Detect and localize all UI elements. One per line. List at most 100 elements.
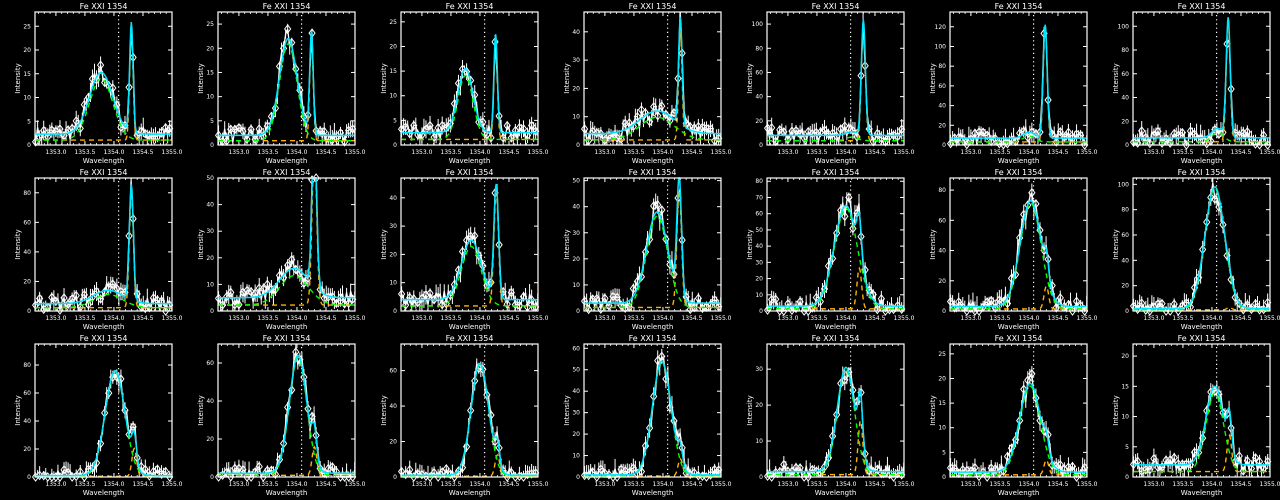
narrow-component-fit bbox=[401, 40, 538, 141]
x-tick-label: 1354.0 bbox=[652, 315, 673, 322]
data-point bbox=[56, 305, 64, 315]
x-tick-label: 1353.0 bbox=[960, 149, 981, 156]
data-point bbox=[597, 128, 605, 139]
y-tick-label: 10 bbox=[389, 280, 397, 287]
panel: Fe XXI 1354 Wavelength Intensity 1353.0 1353… bbox=[1112, 334, 1280, 497]
x-tick-label: 1355.0 bbox=[528, 149, 549, 156]
plot-frame bbox=[217, 343, 356, 478]
y-tick-label: 40 bbox=[572, 29, 580, 36]
x-tick-label: 1353.0 bbox=[411, 315, 432, 322]
y-tick-label: 80 bbox=[938, 63, 946, 70]
y-tick-label: 40 bbox=[938, 248, 946, 255]
x-tick-label: 1355.0 bbox=[711, 481, 732, 488]
x-tick-label: 1355.0 bbox=[1077, 149, 1098, 156]
y-tick-label: 80 bbox=[755, 45, 763, 52]
data-point bbox=[292, 347, 300, 357]
data-point bbox=[654, 110, 662, 121]
plot-frame bbox=[766, 177, 905, 312]
y-tick-label: 100 bbox=[752, 21, 764, 28]
plot-frame bbox=[766, 11, 905, 146]
data-point bbox=[527, 294, 536, 305]
broad-component-fit bbox=[1133, 131, 1270, 143]
x-tick-label: 1353.5 bbox=[989, 481, 1010, 488]
y-tick-label: 40 bbox=[23, 418, 31, 425]
total-fit-line bbox=[218, 30, 355, 137]
total-fit-line bbox=[34, 184, 173, 305]
x-tick-label: 1354.0 bbox=[469, 149, 490, 156]
y-tick-label: 0 bbox=[1125, 308, 1129, 315]
x-tick-label: 1353.0 bbox=[228, 315, 249, 322]
x-tick-label: 1353.5 bbox=[440, 149, 461, 156]
data-point bbox=[1251, 452, 1260, 463]
x-tick-label: 1354.5 bbox=[1047, 315, 1068, 322]
data-point bbox=[772, 294, 780, 305]
y-tick-label: 50 bbox=[572, 367, 580, 374]
y-tick-label: 20 bbox=[206, 45, 214, 52]
x-tick-label: 1355.0 bbox=[162, 315, 183, 322]
panel-title: Fe XXI 1354 bbox=[263, 334, 311, 343]
data-point bbox=[849, 223, 857, 234]
data-point bbox=[235, 463, 243, 474]
data-point bbox=[72, 290, 80, 301]
broad-component-fit bbox=[218, 275, 356, 306]
x-tick-label: 1354.5 bbox=[681, 315, 702, 322]
data-point bbox=[1259, 130, 1268, 141]
data-point bbox=[410, 293, 418, 304]
x-tick-label: 1354.5 bbox=[681, 149, 702, 156]
x-tick-label: 1353.0 bbox=[777, 149, 798, 156]
y-tick-label: 50 bbox=[206, 175, 214, 182]
x-tick-label: 1354.0 bbox=[103, 315, 124, 322]
y-tick-label: 30 bbox=[572, 410, 580, 417]
total-fit-line bbox=[1133, 17, 1270, 139]
total-fit-line bbox=[584, 360, 721, 476]
y-axis-label: Intensity bbox=[563, 229, 571, 259]
plot-frame bbox=[400, 343, 539, 478]
y-tick-label: 5 bbox=[27, 118, 31, 125]
data-point bbox=[462, 441, 471, 452]
y-tick-label: 20 bbox=[1121, 353, 1129, 360]
plot-frame bbox=[34, 343, 173, 478]
x-tick-label: 1355.0 bbox=[345, 481, 366, 488]
x-tick-label: 1354.5 bbox=[498, 481, 519, 488]
plot-frame bbox=[949, 11, 1088, 146]
narrow-component-fit bbox=[584, 32, 721, 141]
x-tick-label: 1355.0 bbox=[528, 315, 549, 322]
x-tick-label: 1355.0 bbox=[162, 149, 183, 156]
x-tick-label: 1353.5 bbox=[806, 149, 827, 156]
panel-title: Fe XXI 1354 bbox=[263, 168, 311, 177]
y-axis-label: Intensity bbox=[746, 395, 754, 425]
x-tick-label: 1354.5 bbox=[864, 481, 885, 488]
data-point bbox=[845, 192, 853, 203]
y-tick-label: 60 bbox=[755, 69, 763, 76]
panel-title: Fe XXI 1354 bbox=[446, 2, 494, 11]
data-point bbox=[605, 469, 613, 480]
y-tick-label: 0 bbox=[210, 142, 214, 149]
x-tick-label: 1354.0 bbox=[103, 149, 124, 156]
panel-title: Fe XXI 1354 bbox=[1178, 334, 1226, 343]
data-point bbox=[288, 385, 296, 395]
data-point bbox=[629, 121, 637, 132]
y-tick-label: 0 bbox=[942, 308, 946, 315]
x-tick-label: 1353.5 bbox=[440, 481, 461, 488]
data-point bbox=[503, 299, 511, 309]
data-point bbox=[768, 122, 776, 133]
data-point bbox=[247, 124, 255, 135]
y-tick-label: 80 bbox=[23, 190, 31, 197]
panel: Fe XXI 1354 Wavelength Intensity 1353.0 1353… bbox=[1112, 2, 1280, 165]
x-tick-label: 1355.0 bbox=[894, 149, 915, 156]
panel-title: Fe XXI 1354 bbox=[629, 168, 677, 177]
y-tick-label: 60 bbox=[23, 390, 31, 397]
x-axis-label: Wavelength bbox=[998, 323, 1040, 331]
x-axis-label: Wavelength bbox=[815, 323, 857, 331]
y-tick-label: 40 bbox=[938, 103, 946, 110]
y-tick-label: 0 bbox=[759, 142, 763, 149]
data-point bbox=[483, 129, 491, 140]
y-tick-label: 20 bbox=[572, 256, 580, 263]
y-tick-label: 20 bbox=[572, 85, 580, 92]
x-tick-label: 1353.0 bbox=[594, 481, 615, 488]
total-fit-line bbox=[1133, 385, 1270, 466]
x-tick-label: 1354.5 bbox=[315, 481, 336, 488]
y-tick-label: 10 bbox=[389, 93, 397, 100]
x-tick-label: 1355.0 bbox=[1077, 481, 1098, 488]
y-tick-label: 30 bbox=[206, 228, 214, 235]
